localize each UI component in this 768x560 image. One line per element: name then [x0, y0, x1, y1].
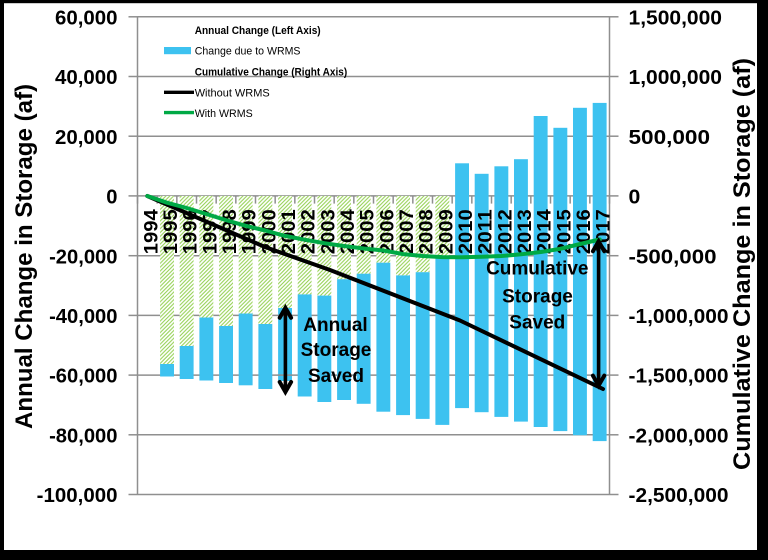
- svg-text:2004: 2004: [337, 209, 359, 254]
- svg-text:2008: 2008: [416, 209, 438, 254]
- svg-text:Saved: Saved: [509, 312, 565, 333]
- svg-text:2007: 2007: [396, 209, 418, 254]
- svg-text:With WRMS: With WRMS: [195, 108, 253, 120]
- svg-text:-100,000: -100,000: [37, 485, 118, 507]
- svg-text:2014: 2014: [534, 209, 556, 254]
- svg-text:1,000,000: 1,000,000: [629, 67, 723, 89]
- svg-text:1995: 1995: [160, 209, 182, 254]
- svg-text:-2,500,000: -2,500,000: [629, 485, 729, 507]
- svg-text:-2,000,000: -2,000,000: [629, 425, 729, 447]
- svg-text:2006: 2006: [376, 209, 398, 254]
- svg-text:-60,000: -60,000: [49, 366, 117, 388]
- svg-text:500,000: 500,000: [629, 127, 711, 149]
- svg-text:0: 0: [629, 187, 641, 209]
- svg-text:20,000: 20,000: [55, 127, 118, 149]
- svg-text:Annual: Annual: [303, 315, 367, 336]
- svg-text:Storage: Storage: [301, 340, 372, 361]
- svg-text:60,000: 60,000: [55, 7, 118, 29]
- svg-text:2003: 2003: [317, 209, 339, 254]
- svg-text:-500,000: -500,000: [629, 246, 717, 268]
- svg-text:-40,000: -40,000: [49, 306, 117, 328]
- svg-text:2011: 2011: [475, 209, 497, 254]
- svg-text:Saved: Saved: [308, 366, 364, 387]
- svg-text:2016: 2016: [573, 209, 595, 254]
- svg-text:-80,000: -80,000: [49, 425, 117, 447]
- svg-text:2001: 2001: [278, 209, 300, 254]
- svg-text:Annual Change (Left Axis): Annual Change (Left Axis): [195, 25, 321, 37]
- svg-text:40,000: 40,000: [55, 67, 118, 89]
- svg-text:2012: 2012: [494, 209, 516, 254]
- svg-text:Change due to WRMS: Change due to WRMS: [195, 46, 301, 58]
- svg-text:Cumulative: Cumulative: [486, 259, 588, 280]
- svg-text:Annual Change in Storage (af): Annual Change in Storage (af): [11, 84, 38, 429]
- svg-text:-20,000: -20,000: [49, 246, 117, 268]
- svg-text:2015: 2015: [553, 209, 575, 254]
- svg-text:1996: 1996: [180, 209, 202, 254]
- svg-text:Without WRMS: Without WRMS: [195, 88, 270, 100]
- svg-text:Cumulative Change (Right Axis): Cumulative Change (Right Axis): [195, 67, 348, 79]
- svg-text:-1,000,000: -1,000,000: [629, 306, 729, 328]
- svg-text:1,500,000: 1,500,000: [629, 7, 723, 29]
- svg-text:Storage: Storage: [502, 286, 573, 307]
- svg-text:0: 0: [106, 187, 117, 209]
- svg-text:-1,500,000: -1,500,000: [629, 366, 729, 388]
- svg-text:2013: 2013: [514, 209, 536, 254]
- svg-text:2005: 2005: [357, 209, 379, 254]
- svg-text:Cumulative Change in Storage (: Cumulative Change in Storage (af): [729, 58, 756, 470]
- svg-text:1994: 1994: [140, 209, 162, 254]
- svg-text:2010: 2010: [455, 209, 477, 254]
- svg-text:2009: 2009: [435, 209, 457, 254]
